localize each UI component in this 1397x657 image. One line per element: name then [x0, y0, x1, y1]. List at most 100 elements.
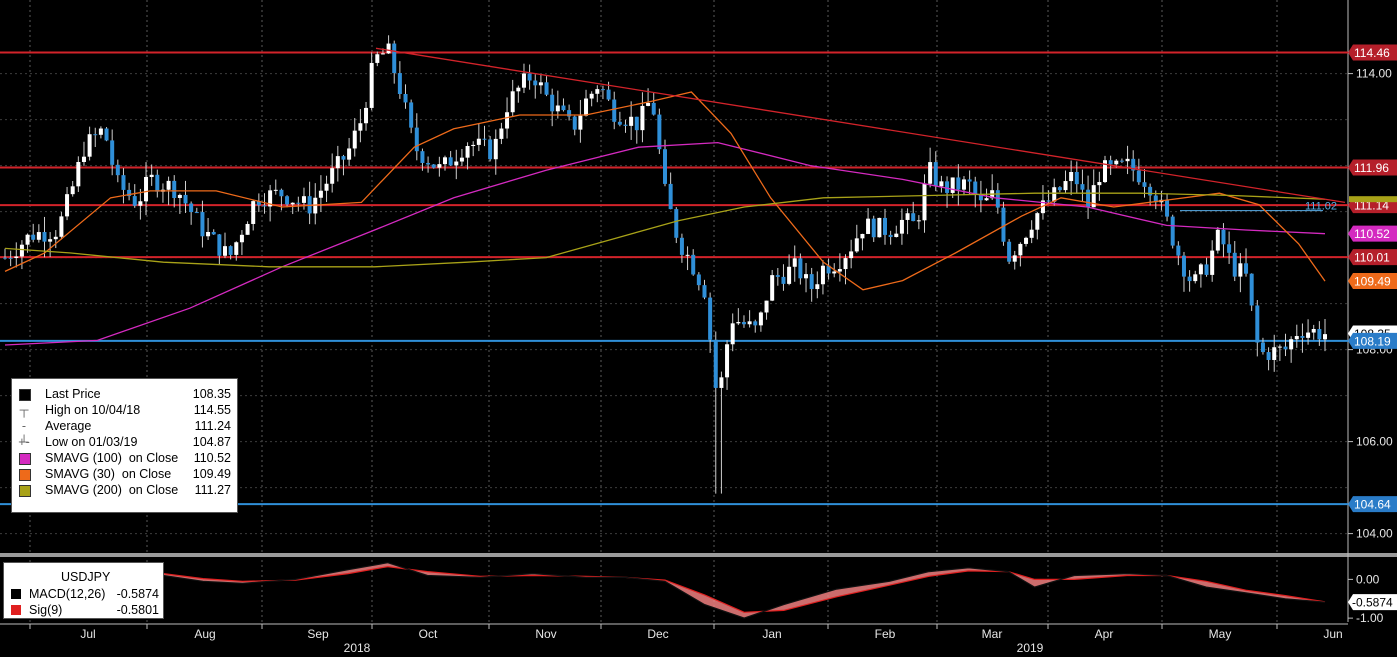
- x-month-label: Mar: [982, 627, 1003, 641]
- candle-body: [138, 201, 143, 206]
- candle-body: [939, 181, 944, 187]
- legend-row: Last Price 108.35: [12, 386, 237, 402]
- candle-body: [956, 177, 961, 190]
- panel-divider: [0, 553, 1397, 557]
- candle-body: [758, 312, 763, 326]
- x-month-label: Nov: [535, 627, 556, 641]
- candle-body: [166, 180, 171, 190]
- y-tick-label: 106.00: [1356, 435, 1393, 449]
- grid: [0, 0, 1397, 625]
- candle-body: [651, 102, 656, 115]
- candle-body: [832, 271, 837, 274]
- candle-body: [488, 139, 493, 160]
- candle-body: [1136, 170, 1141, 183]
- candle-body: [1210, 250, 1215, 275]
- macd-y-tick-label: -1.00: [1356, 611, 1384, 625]
- x-month-label: Feb: [875, 627, 896, 641]
- ma200-tag: [1349, 196, 1397, 203]
- macd-panel: 0.00-1.00-0.5874: [4, 562, 1397, 625]
- candle-body: [1080, 184, 1085, 190]
- candle-body: [1260, 342, 1265, 353]
- legend-swatch: [19, 453, 31, 465]
- candle-body: [347, 148, 352, 160]
- low-marker-icon: ┴: [19, 435, 29, 449]
- candle-body: [510, 91, 515, 113]
- candle-body: [380, 53, 385, 55]
- legend-row: SMAVG (30) on Close 109.49: [12, 466, 237, 482]
- macd-legend-title: USDJPY: [61, 570, 111, 584]
- price-legend: Last Price 108.35 ┬ High on 10/04/18 114.55-…: [11, 378, 238, 513]
- macd-axis-tag: [1348, 594, 1397, 611]
- level-tag: [1348, 159, 1397, 176]
- macd-axis-tag-label: -0.5874: [1352, 596, 1393, 610]
- candle-body: [1131, 158, 1136, 171]
- candle-body: [81, 156, 86, 162]
- legend-value: 108.35: [192, 387, 231, 401]
- macd-swatch: [11, 589, 21, 599]
- candle-body: [945, 181, 950, 193]
- candle-body: [663, 149, 667, 184]
- candle-body: [414, 127, 419, 152]
- macd-legend-row: MACD(12,26) -0.5874: [4, 586, 163, 602]
- candle-body: [98, 128, 103, 135]
- candle-body: [1035, 213, 1040, 230]
- candle-body: [1069, 172, 1074, 182]
- y-tick-label: 114.00: [1356, 67, 1392, 81]
- candlesticks: [3, 35, 1327, 494]
- candle-body: [206, 231, 211, 237]
- candle-body: [318, 190, 323, 198]
- candle-body: [888, 234, 893, 238]
- candle-body: [674, 209, 679, 238]
- candle-body: [53, 236, 58, 240]
- legend-value: 111.27: [194, 483, 231, 497]
- trend-line: [375, 47, 1346, 204]
- candle-body: [397, 73, 402, 94]
- candle-body: [572, 116, 577, 130]
- candle-body: [950, 177, 955, 193]
- ma-line: [4, 141, 1326, 346]
- candle-body: [409, 102, 414, 128]
- candle-body: [1232, 252, 1237, 277]
- legend-label: High on 10/04/18: [45, 403, 141, 417]
- signal-line: [4, 565, 1326, 613]
- candle-body: [1317, 329, 1322, 340]
- signal-legend-row: Sig(9) -0.5801: [4, 602, 163, 618]
- level-tag-label: 111.96: [1354, 161, 1389, 175]
- candle-body: [482, 138, 487, 140]
- candle-body: [1176, 245, 1181, 256]
- candle-body: [668, 183, 673, 210]
- candle-body: [561, 105, 566, 111]
- candle-body: [239, 234, 244, 243]
- candle-body: [1012, 255, 1017, 262]
- candle-body: [1227, 244, 1232, 253]
- candle-body: [426, 162, 431, 165]
- candle-body: [290, 202, 295, 205]
- candle-body: [1024, 237, 1029, 244]
- x-month-label: Apr: [1095, 627, 1114, 641]
- candle-body: [1018, 243, 1023, 256]
- candle-body: [629, 116, 634, 126]
- y-tick-label: 104.00: [1356, 527, 1393, 541]
- legend-value: 111.24: [194, 419, 231, 433]
- candle-body: [1294, 336, 1299, 340]
- ma-line: [4, 91, 1326, 291]
- candle-body: [984, 198, 989, 201]
- candle-body: [70, 186, 75, 195]
- candle-body: [251, 201, 256, 224]
- x-month-label: Dec: [647, 627, 668, 641]
- macd-line: [4, 562, 1326, 619]
- y-axis: 104.00106.00108.00114.00110.52109.49108.…: [1348, 44, 1397, 541]
- candle-body: [144, 176, 149, 202]
- trendline: [375, 47, 1346, 204]
- candle-body: [1238, 263, 1243, 277]
- candle-body: [1108, 160, 1113, 165]
- signal-swatch: [11, 605, 21, 615]
- x-month-label: Sep: [307, 627, 329, 641]
- candle-body: [866, 218, 871, 234]
- candle-body: [679, 237, 684, 255]
- candle-body: [1114, 160, 1119, 165]
- legend-row: ┬ High on 10/04/18 114.55: [12, 402, 237, 418]
- candle-body: [1255, 305, 1260, 343]
- candle-body: [279, 189, 284, 197]
